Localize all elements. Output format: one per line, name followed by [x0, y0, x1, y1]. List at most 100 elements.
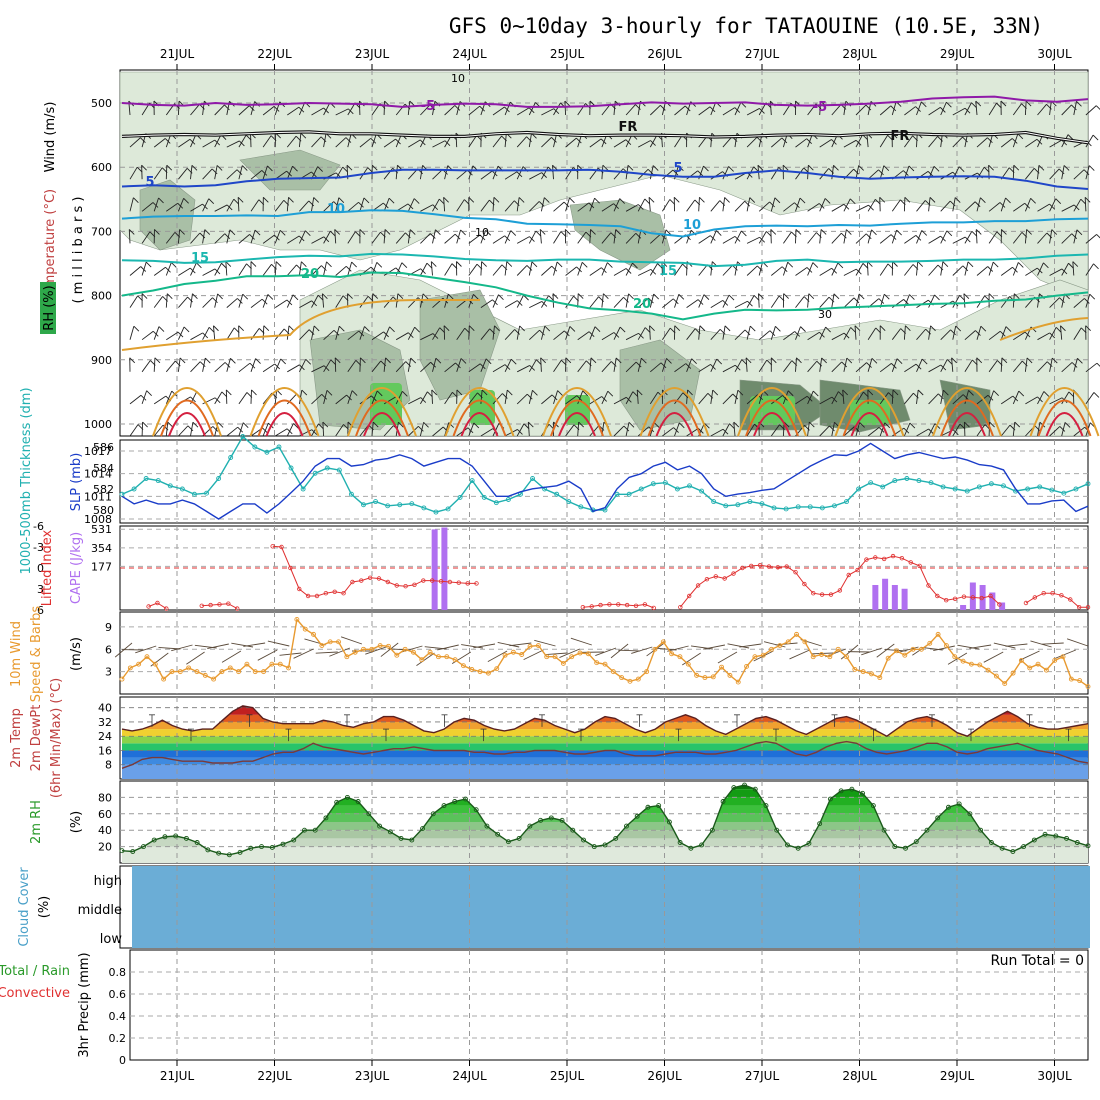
upper-barb-flag	[292, 165, 298, 172]
wind-10m-barb	[257, 649, 278, 661]
temp-tick: 40	[98, 702, 112, 715]
rh-line-point	[677, 840, 683, 845]
upper-barb-flag	[192, 293, 198, 300]
label-minus5: -5	[813, 100, 827, 115]
temp-band	[122, 750, 1088, 758]
temp-2m-label: 2m Temp	[9, 708, 24, 768]
upper-barb-flag	[980, 325, 987, 332]
upper-barb-shaft	[516, 294, 524, 308]
cape-bar	[882, 578, 889, 610]
upper-barb-shaft	[879, 234, 892, 244]
upper-barb-flag	[146, 390, 152, 396]
upper-barb-shaft	[1049, 357, 1053, 372]
upper-barb-shaft	[323, 390, 328, 405]
upper-barb-shaft	[129, 197, 134, 212]
li-panel-frame	[119, 525, 1089, 611]
pressure-tick: 700	[91, 225, 112, 238]
upper-barb-flag	[581, 261, 588, 268]
upper-barb-shaft	[843, 139, 857, 148]
cape-bar	[431, 529, 438, 610]
upper-barb-flag	[435, 229, 441, 236]
rh-line-point	[237, 849, 243, 855]
upper-barb-shaft	[1085, 165, 1090, 180]
upper-barb-shaft	[649, 293, 655, 308]
upper-barb-shaft	[444, 392, 453, 405]
thickness-line-point	[1061, 490, 1067, 496]
li-point	[678, 605, 683, 610]
wind-speed-line-point	[719, 664, 725, 670]
upper-barb-shaft	[867, 229, 872, 244]
upper-barb-shaft	[625, 391, 634, 405]
upper-barb-flag	[280, 358, 286, 365]
upper-barb-flag	[217, 422, 224, 428]
wind-speed-line-point	[785, 639, 791, 645]
upper-barb-shaft	[298, 101, 306, 116]
upper-barb-shaft	[698, 325, 701, 340]
upper-barb-shaft	[262, 135, 272, 148]
upper-barb-flag	[749, 197, 756, 203]
wind-speed-line-point	[727, 672, 733, 678]
contour-warm-arc	[355, 399, 409, 437]
upper-barb-shaft	[202, 139, 215, 148]
upper-barb-shaft	[274, 261, 277, 276]
upper-barb-shaft	[674, 263, 683, 276]
upper-barb-flag	[322, 293, 328, 299]
upper-barb-flag	[783, 293, 789, 299]
upper-barb-shaft	[565, 395, 578, 405]
upper-barb-flag	[551, 394, 558, 401]
upper-barb-flag	[267, 294, 274, 300]
upper-barb-flag	[183, 326, 190, 333]
upper-barb-flag	[1084, 298, 1090, 304]
upper-barb-flag	[1080, 198, 1087, 205]
upper-barb-shaft	[395, 361, 407, 373]
upper-barb-shaft	[1049, 297, 1060, 308]
upper-barb-shaft	[456, 327, 466, 340]
upper-barb-shaft	[916, 230, 923, 244]
rh-line-point	[581, 837, 586, 843]
upper-barb-shaft	[952, 197, 956, 212]
upper-barb-flag	[565, 357, 572, 364]
upper-barb-flag	[582, 390, 589, 397]
wind-10m-barb	[497, 641, 520, 648]
label-fr: FR	[619, 120, 638, 135]
upper-barb-flag	[288, 325, 295, 332]
wind-10m-barb	[703, 644, 725, 650]
upper-barb-shaft	[516, 393, 528, 405]
upper-barb-flag	[853, 168, 859, 175]
upper-barb-flag	[678, 293, 685, 300]
upper-barb-flag	[741, 359, 748, 365]
wind-speed-line-point	[344, 654, 350, 660]
upper-barb-flag	[158, 197, 164, 204]
upper-barb-shaft	[129, 326, 135, 340]
run-total: Run Total = 0	[990, 953, 1084, 969]
upper-barb-flag	[653, 293, 660, 300]
thickness-tick: 584	[93, 462, 114, 475]
contour-warm-arc	[460, 412, 499, 437]
upper-barb-flag	[435, 357, 442, 364]
upper-barb-shaft	[637, 140, 651, 148]
upper-barb-flag	[230, 357, 236, 364]
upper-barb-flag	[638, 333, 644, 339]
upper-barb-flag	[635, 361, 642, 368]
upper-barb-shaft	[589, 425, 600, 437]
upper-barb-shaft	[964, 261, 969, 276]
upper-barb-shaft	[746, 295, 755, 308]
label-fr: FR	[891, 129, 910, 144]
upper-barb-flag	[971, 102, 977, 108]
wind-speed-line-point	[402, 646, 408, 652]
upper-barb-shaft	[722, 264, 733, 276]
upper-barb-shaft	[141, 330, 154, 341]
upper-barb-shaft	[321, 293, 325, 308]
upper-barb-shaft	[541, 394, 553, 405]
upper-barb-shaft	[1012, 103, 1022, 116]
upper-barb-shaft	[443, 197, 446, 212]
upper-barb-shaft	[553, 201, 565, 212]
wind-speed-line-point	[427, 649, 433, 655]
rh-line-point	[430, 811, 436, 817]
contour-warm-arc	[249, 387, 320, 437]
wind-speed-line-point	[527, 643, 533, 649]
upper-barb-flag	[208, 327, 215, 333]
upper-barb-flag	[347, 293, 353, 299]
upper-barb-shaft	[1037, 422, 1041, 437]
